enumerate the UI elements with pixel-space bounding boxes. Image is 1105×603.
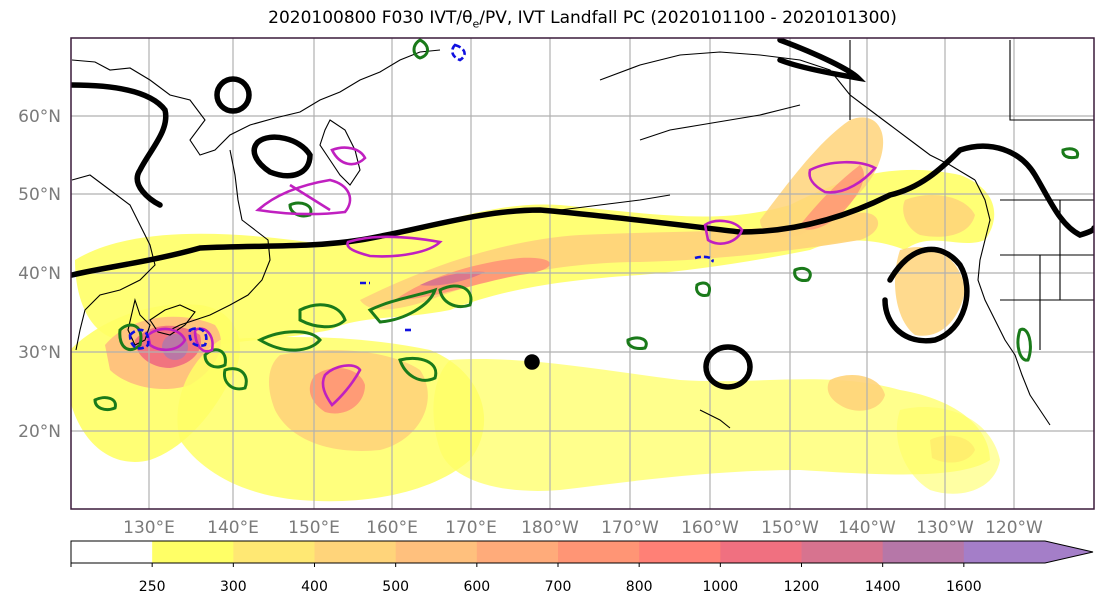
colorbar-label: 500 bbox=[382, 579, 409, 595]
lon-label: 120°W bbox=[985, 518, 1043, 538]
graticule bbox=[71, 38, 1094, 509]
colorbar-label: 1000 bbox=[703, 579, 739, 595]
lat-label: 30°N bbox=[18, 343, 61, 363]
lon-label: 130°W bbox=[916, 518, 974, 538]
lat-label: 40°N bbox=[18, 264, 61, 284]
colorbar-segment bbox=[71, 541, 153, 563]
colorbar-segment bbox=[882, 541, 965, 563]
colorbar-label: 800 bbox=[626, 579, 653, 595]
colorbar-segment bbox=[152, 541, 234, 563]
lon-label: 130°E bbox=[123, 518, 175, 538]
colorbar-extend-arrow bbox=[1045, 541, 1093, 563]
colorbar-segment bbox=[314, 541, 397, 563]
lat-label: 50°N bbox=[18, 185, 61, 205]
lat-label: 20°N bbox=[18, 422, 61, 442]
lon-label: 140°W bbox=[838, 518, 896, 538]
map-title: 2020100800 F030 IVT/θe/PV, IVT Landfall … bbox=[268, 8, 897, 31]
colorbar-segment bbox=[558, 541, 640, 563]
colorbar-segment bbox=[476, 541, 559, 563]
colorbar-label: 1400 bbox=[865, 579, 901, 595]
colorbar-label: 300 bbox=[220, 579, 247, 595]
lon-label: 160°W bbox=[681, 518, 739, 538]
colorbar-outline bbox=[70, 540, 1094, 564]
lat-label: 60°N bbox=[18, 107, 61, 127]
colorbar-segment bbox=[720, 541, 802, 563]
theta-e-dashed-contours bbox=[128, 43, 714, 350]
colorbar-label: 400 bbox=[301, 579, 328, 595]
colorbar-label: 600 bbox=[463, 579, 490, 595]
lon-label: 140°E bbox=[207, 518, 259, 538]
longitude-labels: 130°E 140°E 150°E 160°E 170°E 180°W 170°W 160°W… bbox=[123, 518, 1043, 538]
colorbar-label: 1600 bbox=[946, 579, 982, 595]
colorbar-label: 250 bbox=[139, 579, 166, 595]
colorbar-label: 1200 bbox=[784, 579, 820, 595]
latitude-labels: 60°N 50°N 40°N 30°N 20°N bbox=[18, 107, 61, 442]
lon-label: 170°E bbox=[445, 518, 497, 538]
colorbar-segment bbox=[801, 541, 884, 563]
lon-label: 150°E bbox=[288, 518, 340, 538]
colorbar: 250 300 400 500 600 700 800 1000 1200 1400 1600 bbox=[70, 540, 1094, 595]
colorbar-segment bbox=[963, 541, 1046, 563]
lon-label: 180°W bbox=[521, 518, 579, 538]
lon-label: 170°W bbox=[601, 518, 659, 538]
colorbar-segment bbox=[639, 541, 721, 563]
colorbar-segment bbox=[233, 541, 315, 563]
lon-label: 150°W bbox=[761, 518, 819, 538]
map-frame bbox=[70, 37, 1095, 510]
colorbar-segment bbox=[395, 541, 478, 563]
lon-label: 160°E bbox=[366, 518, 418, 538]
colorbar-label: 700 bbox=[545, 579, 572, 595]
